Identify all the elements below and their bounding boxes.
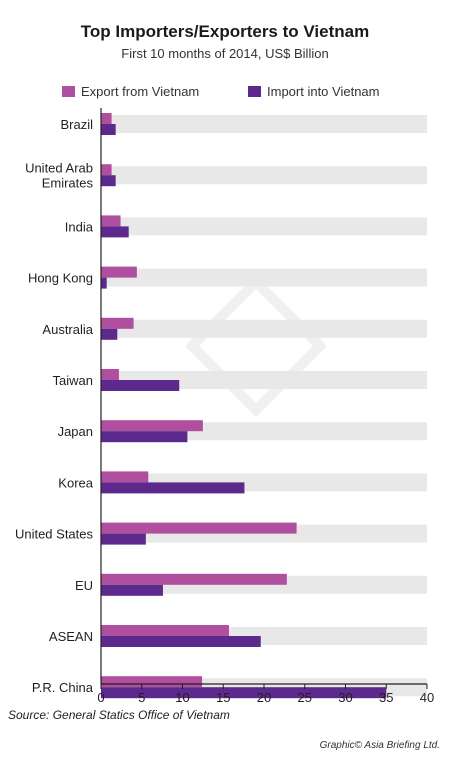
import-bar — [101, 328, 118, 340]
bar-track — [101, 115, 427, 133]
bar-track — [101, 319, 427, 338]
x-tick-label: 5 — [138, 690, 145, 705]
export-bar — [101, 573, 287, 585]
x-tick-label: 40 — [420, 690, 434, 705]
import-bar — [101, 175, 116, 187]
category-label: Brazil — [60, 117, 93, 132]
legend-label-import: Import into Vietnam — [267, 84, 380, 99]
category-label: United Arab — [25, 161, 93, 176]
export-bar — [101, 266, 137, 278]
import-bar — [101, 431, 188, 443]
x-tick-label: 0 — [97, 690, 104, 705]
import-bar — [101, 380, 180, 391]
import-bar — [101, 226, 129, 238]
category-label: P.R. China — [32, 680, 94, 695]
watermark-shape — [184, 274, 328, 418]
bar-track — [101, 371, 427, 389]
x-tick-label: 15 — [216, 690, 230, 705]
category-label: Hong Kong — [28, 271, 93, 286]
export-bar — [101, 369, 119, 380]
x-tick-label: 20 — [257, 690, 271, 705]
chart-title: Top Importers/Exporters to Vietnam — [80, 22, 370, 41]
import-bar — [101, 124, 116, 135]
legend-item-import: Import into Vietnam — [248, 84, 379, 99]
bar-track — [101, 268, 427, 287]
category-label: United States — [15, 527, 94, 542]
legend-item-export: Export from Vietnam — [62, 84, 199, 99]
import-bar — [101, 636, 261, 647]
chart-subtitle: First 10 months of 2014, US$ Billion — [121, 46, 329, 61]
x-tick-label: 35 — [379, 690, 393, 705]
legend-label-export: Export from Vietnam — [81, 84, 200, 99]
export-bar — [101, 113, 112, 124]
bar-track — [101, 166, 427, 185]
export-bar — [101, 625, 229, 636]
category-label: Taiwan — [53, 373, 93, 388]
category-label: Australia — [42, 322, 93, 337]
export-bar — [101, 676, 203, 688]
import-bar — [101, 584, 163, 596]
legend-swatch-import — [248, 86, 261, 97]
import-bar — [101, 687, 387, 699]
source-note: Source: General Statics Office of Vietna… — [8, 708, 230, 722]
category-label: EU — [75, 578, 93, 593]
legend-swatch-export — [62, 86, 75, 97]
export-bar — [101, 215, 121, 227]
category-label: India — [65, 219, 94, 234]
category-label: Emirates — [42, 176, 94, 191]
category-label: Japan — [58, 424, 93, 439]
export-bar — [101, 522, 297, 534]
import-bar — [101, 277, 107, 289]
graphic-credit: Graphic© Asia Briefing Ltd. — [319, 740, 440, 751]
bar-track — [101, 217, 427, 236]
import-bar — [101, 533, 146, 545]
export-bar — [101, 420, 203, 432]
category-label: Korea — [58, 475, 93, 490]
x-tick-label: 10 — [175, 690, 189, 705]
export-bar — [101, 164, 112, 176]
x-tick-label: 30 — [338, 690, 352, 705]
x-tick-label: 25 — [298, 690, 312, 705]
import-bar — [101, 482, 245, 494]
export-bar — [101, 317, 134, 329]
export-bar — [101, 471, 149, 483]
category-label: ASEAN — [49, 629, 93, 644]
